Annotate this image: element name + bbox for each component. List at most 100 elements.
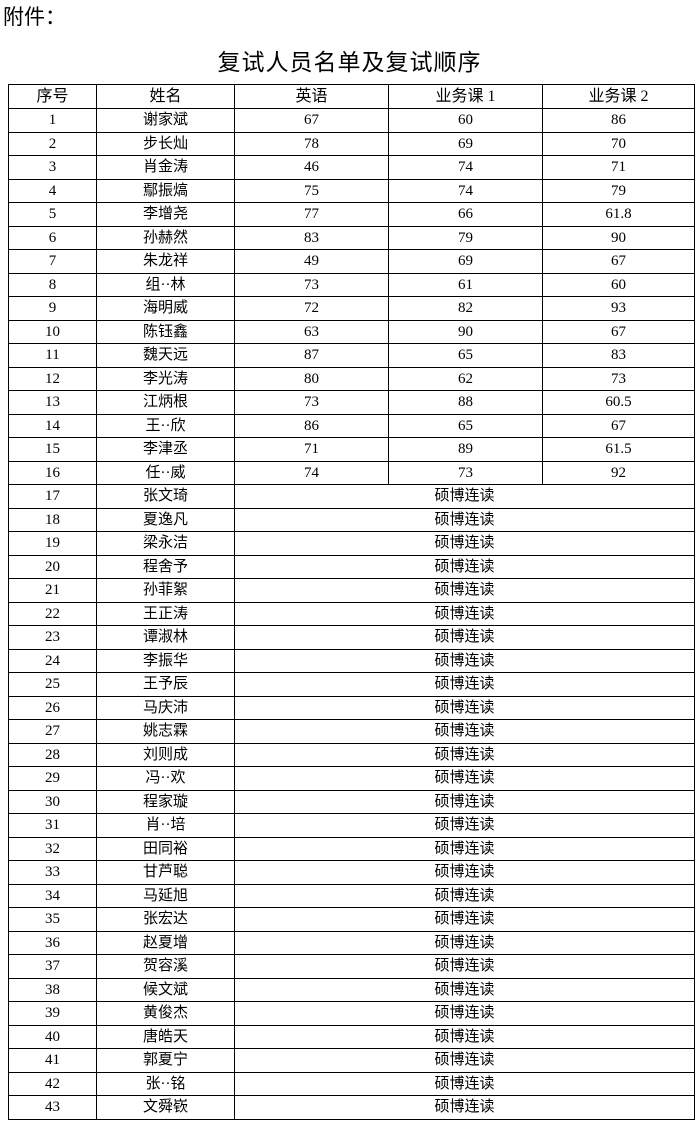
table-cell: 肖··培 [96, 813, 235, 838]
table-cell: 硕博连读 [234, 1048, 695, 1073]
table-cell: 硕博连读 [234, 695, 695, 720]
table-row: 2 步长灿 78 69 70 [8, 131, 695, 156]
table-row: 19 梁永洁 硕博连读 [8, 531, 695, 556]
table-row: 31 肖··培 硕博连读 [8, 813, 695, 838]
table-row: 5 李增尧 77 66 61.8 [8, 202, 695, 227]
table-cell: 硕博连读 [234, 813, 695, 838]
table-row: 43 文舜嵚 硕博连读 [8, 1095, 695, 1120]
table-cell: 18 [8, 507, 97, 532]
table-cell: 硕博连读 [234, 907, 695, 932]
table-cell: 19 [8, 531, 97, 556]
table-cell: 甘芦聪 [96, 860, 235, 885]
table-cell: 61.8 [542, 202, 695, 227]
table-row: 20 程舍予 硕博连读 [8, 554, 695, 579]
table-cell: 27 [8, 719, 97, 744]
table-cell: 马延旭 [96, 883, 235, 908]
table-cell: 硕博连读 [234, 860, 695, 885]
table-cell: 78 [234, 131, 389, 156]
table-cell: 姚志霖 [96, 719, 235, 744]
table-cell: 33 [8, 860, 97, 885]
table-cell: 16 [8, 460, 97, 485]
list-table: 序号 姓名 英语 业务课 1 业务课 2 1 谢家斌 67 60 86 2 步长灿 78 69 70 3 肖金… [8, 84, 695, 1120]
column-header: 业务课 2 [542, 84, 695, 109]
table-cell: 硕博连读 [234, 766, 695, 791]
table-cell: 硕博连读 [234, 554, 695, 579]
table-cell: 12 [8, 366, 97, 391]
column-header: 业务课 1 [388, 84, 543, 109]
table-cell: 14 [8, 413, 97, 438]
table-cell: 1 [8, 108, 97, 133]
table-cell: 硕博连读 [234, 836, 695, 861]
table-cell: 86 [542, 108, 695, 133]
table-cell: 74 [234, 460, 389, 485]
table-row: 22 王正涛 硕博连读 [8, 601, 695, 626]
document-title: 复试人员名单及复试顺序 [217, 50, 482, 75]
table-cell: 39 [8, 1001, 97, 1026]
table-cell: 郭夏宁 [96, 1048, 235, 1073]
table-row: 16 任··威 74 73 92 [8, 460, 695, 485]
table-cell: 90 [388, 319, 543, 344]
table-cell: 2 [8, 131, 97, 156]
table-cell: 82 [388, 296, 543, 321]
table-cell: 6 [8, 225, 97, 250]
table-row: 1 谢家斌 67 60 86 [8, 108, 695, 133]
table-cell: 70 [542, 131, 695, 156]
table-cell: 79 [388, 225, 543, 250]
table-cell: 11 [8, 343, 97, 368]
table-cell: 张文琦 [96, 484, 235, 509]
table-row: 29 冯··欢 硕博连读 [8, 766, 695, 791]
column-header: 序号 [8, 84, 97, 109]
table-cell: 硕博连读 [234, 719, 695, 744]
table-cell: 43 [8, 1095, 97, 1120]
table-row: 13 江炳根 73 88 60.5 [8, 390, 695, 415]
table-cell: 86 [234, 413, 389, 438]
table-cell: 王予辰 [96, 672, 235, 697]
table-cell: 9 [8, 296, 97, 321]
table-row: 23 谭淑林 硕博连读 [8, 625, 695, 650]
table-cell: 文舜嵚 [96, 1095, 235, 1120]
table-cell: 60 [542, 272, 695, 297]
table-row: 12 李光涛 80 62 73 [8, 366, 695, 391]
table-cell: 77 [234, 202, 389, 227]
table-cell: 66 [388, 202, 543, 227]
table-cell: 硕博连读 [234, 648, 695, 673]
table-row: 24 李振华 硕博连读 [8, 648, 695, 673]
table-cell: 陈钰鑫 [96, 319, 235, 344]
table-cell: 83 [234, 225, 389, 250]
table-cell: 海明威 [96, 296, 235, 321]
table-cell: 73 [234, 390, 389, 415]
table-cell: 刘则成 [96, 742, 235, 767]
table-cell: 15 [8, 437, 97, 462]
table-cell: 69 [388, 131, 543, 156]
table-row: 40 唐皓天 硕博连读 [8, 1024, 695, 1049]
table-cell: 71 [234, 437, 389, 462]
table-cell: 江炳根 [96, 390, 235, 415]
table-cell: 李津丞 [96, 437, 235, 462]
table-cell: 硕博连读 [234, 1095, 695, 1120]
table-row: 34 马延旭 硕博连读 [8, 883, 695, 908]
table-row: 26 马庆沛 硕博连读 [8, 695, 695, 720]
table-row: 15 李津丞 71 89 61.5 [8, 437, 695, 462]
table-cell: 38 [8, 977, 97, 1002]
table-cell: 7 [8, 249, 97, 274]
table-cell: 65 [388, 413, 543, 438]
table-cell: 92 [542, 460, 695, 485]
table-cell: 25 [8, 672, 97, 697]
table-cell: 田同裕 [96, 836, 235, 861]
table-cell: 61 [388, 272, 543, 297]
table-cell: 步长灿 [96, 131, 235, 156]
table-cell: 硕博连读 [234, 1071, 695, 1096]
table-cell: 34 [8, 883, 97, 908]
table-cell: 17 [8, 484, 97, 509]
table-cell: 硕博连读 [234, 883, 695, 908]
attachment-label: 附件： [3, 5, 66, 29]
table-row: 35 张宏达 硕博连读 [8, 907, 695, 932]
table-cell: 71 [542, 155, 695, 180]
table-cell: 鄢振熇 [96, 178, 235, 203]
table-row: 38 候文斌 硕博连读 [8, 977, 695, 1002]
table-cell: 10 [8, 319, 97, 344]
table-cell: 67 [542, 413, 695, 438]
table-cell: 李振华 [96, 648, 235, 673]
table-row: 8 组··林 73 61 60 [8, 272, 695, 297]
